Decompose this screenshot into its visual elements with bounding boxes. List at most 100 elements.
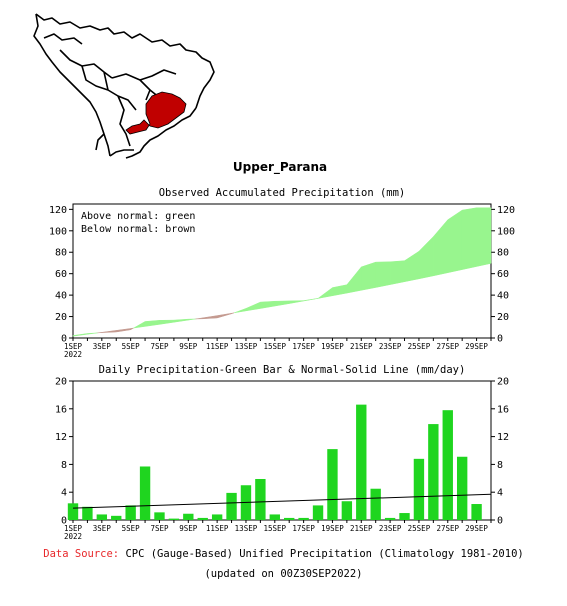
daily-xtick-label: 23SEP: [379, 524, 402, 533]
daily-bar: [226, 492, 237, 520]
daily-bar: [370, 488, 381, 520]
accum-diff-fill: [130, 327, 134, 331]
daily-xtick-label: 25SEP: [408, 524, 431, 533]
accum-xtick-label: 21SEP: [350, 342, 373, 351]
accum-xtick-label: 19SEP: [321, 342, 344, 351]
accum-xtick-label: 29SEP: [465, 342, 488, 351]
daily-bar: [154, 512, 165, 520]
accum-xtick-label: 11SEP: [206, 342, 229, 351]
accum-diff-fill: [97, 332, 103, 334]
daily-bar: [442, 410, 453, 520]
accum-xtick-label: 17SEP: [292, 342, 315, 351]
accum-xtick-label: 9SEP: [179, 342, 198, 351]
daily-ytick-label-left: 4: [61, 488, 67, 499]
accumulated-precip-chart: Observed Accumulated Precipitation (mm) 0…: [49, 187, 515, 359]
coastline-north: [35, 13, 215, 109]
coastline-south: [95, 133, 134, 157]
accum-legend-below: Below normal: brown: [81, 224, 195, 235]
accum-year-label: 2022: [64, 350, 82, 359]
daily-xtick-label: 5SEP: [122, 524, 141, 533]
accum-xtick-label: 1SEP: [64, 342, 83, 351]
accum-ytick-label-right: 120: [497, 205, 515, 216]
daily-bar: [399, 513, 410, 520]
daily-precip-chart: Daily Precipitation-Green Bar & Normal-S…: [55, 365, 509, 541]
daily-ytick-label-right: 20: [497, 377, 509, 388]
daily-xtick-label: 9SEP: [179, 524, 198, 533]
data-source-line: Data Source: CPC (Gauge-Based) Unified P…: [0, 548, 567, 560]
accum-ytick-label-left: 60: [55, 269, 67, 280]
daily-ytick-label-left: 0: [61, 516, 67, 527]
accum-diff-fill: [202, 315, 218, 320]
accum-diff-fill: [245, 301, 261, 312]
accum-diff-fill: [389, 260, 405, 285]
accum-diff-fill: [332, 284, 348, 297]
border-lines: [43, 33, 177, 147]
accum-ytick-label-right: 60: [497, 269, 509, 280]
accum-diff-fill: [260, 300, 276, 309]
accum-diff-fill: [234, 308, 247, 314]
accum-diff-fill: [195, 317, 203, 320]
daily-xtick-label: 13SEP: [235, 524, 258, 533]
daily-bar: [471, 504, 482, 520]
daily-xtick-label: 29SEP: [465, 524, 488, 533]
accum-xtick-label: 5SEP: [122, 342, 141, 351]
accum-ytick-label-left: 80: [55, 248, 67, 259]
daily-ytick-label-right: 0: [497, 516, 503, 527]
accum-diff-fill: [375, 261, 391, 288]
daily-ytick-label-left: 20: [55, 377, 67, 388]
daily-bar: [413, 458, 425, 520]
accum-ytick-label-right: 100: [497, 226, 515, 237]
coastline-east: [125, 107, 197, 159]
coastline-west: [33, 13, 111, 157]
daily-bar: [67, 503, 79, 520]
accum-ytick-label-left: 40: [55, 291, 67, 302]
daily-xtick-label: 27SEP: [436, 524, 459, 533]
accum-diff-fill: [346, 266, 362, 294]
accum-diff-fill: [173, 318, 189, 323]
accum-diff-fill: [188, 318, 196, 321]
daily-xtick-label: 15SEP: [264, 524, 287, 533]
daily-bar: [312, 505, 324, 520]
daily-ytick-label-left: 8: [61, 460, 67, 471]
daily-xtick-label: 21SEP: [350, 524, 373, 533]
updated-line: (updated on 00Z30SEP2022): [204, 568, 363, 580]
accum-diff-fill: [433, 219, 449, 277]
accum-xtick-label: 7SEP: [150, 342, 169, 351]
accum-diff-fill: [216, 312, 232, 319]
daily-bar: [356, 404, 367, 520]
data-source-text: CPC (Gauge-Based) Unified Precipitation …: [125, 548, 524, 560]
accum-xtick-label: 27SEP: [436, 342, 459, 351]
accum-diff-fill: [274, 300, 290, 307]
data-source-label: Data Source:: [43, 548, 120, 560]
accum-frame: [72, 203, 492, 339]
daily-bar: [96, 514, 108, 520]
region-title: Upper_Parana: [232, 160, 328, 174]
accum-ytick-label-right: 80: [497, 248, 509, 259]
daily-ytick-label-right: 4: [497, 488, 503, 499]
daily-xtick-label: 19SEP: [321, 524, 344, 533]
accum-ytick-label-right: 20: [497, 312, 509, 323]
accum-diff-fill: [115, 328, 131, 333]
daily-bar: [341, 501, 353, 520]
daily-ytick-label-right: 16: [497, 404, 509, 415]
accum-diff-fill: [447, 209, 463, 274]
accum-diff-fill: [476, 207, 492, 267]
accum-diff-fill: [418, 235, 434, 280]
daily-ytick-label-left: 16: [55, 404, 67, 415]
accum-xtick-label: 15SEP: [264, 342, 287, 351]
daily-bar: [111, 515, 122, 520]
daily-bar: [456, 456, 468, 520]
daily-title: Daily Precipitation-Green Bar & Normal-S…: [99, 365, 466, 376]
daily-bar: [428, 424, 439, 520]
daily-bar: [168, 518, 180, 520]
daily-bar: [183, 513, 194, 520]
accum-diff-fill: [144, 320, 160, 327]
daily-bar: [139, 466, 151, 520]
accum-diff-fill: [461, 207, 477, 270]
accum-diff-fill: [361, 261, 376, 291]
accum-xtick-label: 13SEP: [235, 342, 258, 351]
daily-bar: [211, 514, 223, 520]
daily-ytick-label-left: 12: [55, 432, 67, 443]
daily-normal-line: [72, 493, 492, 509]
accum-xtick-label: 25SEP: [408, 342, 431, 351]
